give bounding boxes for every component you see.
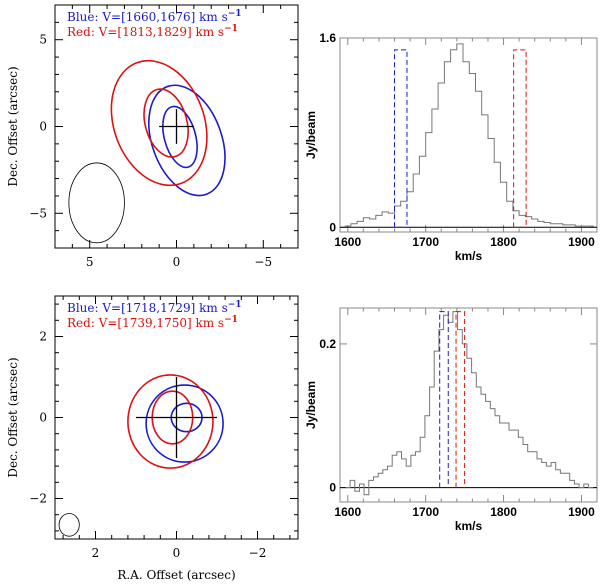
legend-entry-blue: Blue: V=[1660,1676] km s−1 [67, 9, 242, 24]
x-tick-label: 1600 [334, 235, 361, 249]
y-axis-title: Dec. Offset (arcsec) [6, 357, 20, 477]
x-tick-label: 1800 [490, 235, 517, 249]
legend-entry-blue: Blue: V=[1718,1729] km s−1 [67, 300, 242, 315]
red-velocity-window [455, 311, 466, 488]
y-tick-label: 0.2 [319, 337, 336, 351]
y-tick-label: −2 [29, 492, 47, 506]
spectrum-line [345, 311, 594, 496]
x-tick-label: 2 [92, 546, 100, 560]
spectrum-line [344, 43, 594, 227]
x-tick-label: 1700 [412, 235, 439, 249]
x-axis-title: km/s [455, 249, 483, 263]
x-tick-label: −5 [254, 255, 272, 269]
spectrum-panel-bottom: 1600 1700 1800 1900 0 0.2 km/s Jy/beam [304, 307, 598, 533]
y-tick-label: 0 [329, 481, 336, 495]
spectrum-panel-top: 1600 1700 1800 1900 0 1.6 km/s Jy/beam [304, 31, 598, 263]
contour-panel-top: 5 0 −5 5 0 −5 Dec. Offset (arcsec) Blue: V=[166… [6, 4, 299, 269]
x-axis-title: R.A. Offset (arcsec) [117, 568, 235, 582]
x-tick-label: −2 [249, 546, 267, 560]
blue-velocity-window [439, 311, 449, 488]
blue-contour [145, 384, 224, 463]
y-tick-label: 2 [39, 330, 47, 344]
red-contour [143, 88, 189, 158]
plot-frame [339, 37, 598, 233]
x-axis-title: km/s [455, 519, 483, 533]
y-tick-label: −5 [29, 206, 47, 220]
x-tick-label: 1800 [490, 505, 517, 519]
beam-ellipse [68, 162, 125, 244]
y-tick-label: 5 [39, 33, 47, 47]
x-tick-label: 1600 [334, 505, 361, 519]
x-tick-label: 5 [86, 255, 94, 269]
red-contour [127, 374, 214, 469]
contour-panel-bottom: 2 0 −2 2 0 −2 Dec. Offset (arcsec) R.A. Offset … [6, 295, 299, 582]
legend-entry-red: Red: V=[1813,1829] km s−1 [67, 24, 238, 39]
x-tick-label: 0 [173, 255, 181, 269]
x-tick-label: 1900 [568, 505, 595, 519]
y-axis-title: Dec. Offset (arcsec) [6, 66, 20, 186]
y-tick-label: 1.6 [319, 31, 336, 45]
y-tick-label: 0 [39, 411, 47, 425]
blue-contour [148, 84, 226, 197]
beam-ellipse [58, 513, 80, 537]
blue-velocity-window [394, 49, 408, 228]
plot-frame [339, 307, 598, 503]
y-axis-title: Jy/beam [304, 381, 318, 429]
red-contour [110, 59, 208, 187]
y-tick-label: 0 [39, 120, 47, 134]
legend-entry-red: Red: V=[1739,1750] km s−1 [67, 315, 238, 330]
x-tick-label: 0 [173, 546, 181, 560]
x-tick-label: 1900 [568, 235, 595, 249]
y-tick-label: 0 [329, 220, 336, 234]
blue-contour [162, 105, 198, 169]
x-tick-label: 1700 [412, 505, 439, 519]
red-velocity-window [513, 49, 527, 228]
y-axis-title: Jy/beam [304, 111, 318, 159]
